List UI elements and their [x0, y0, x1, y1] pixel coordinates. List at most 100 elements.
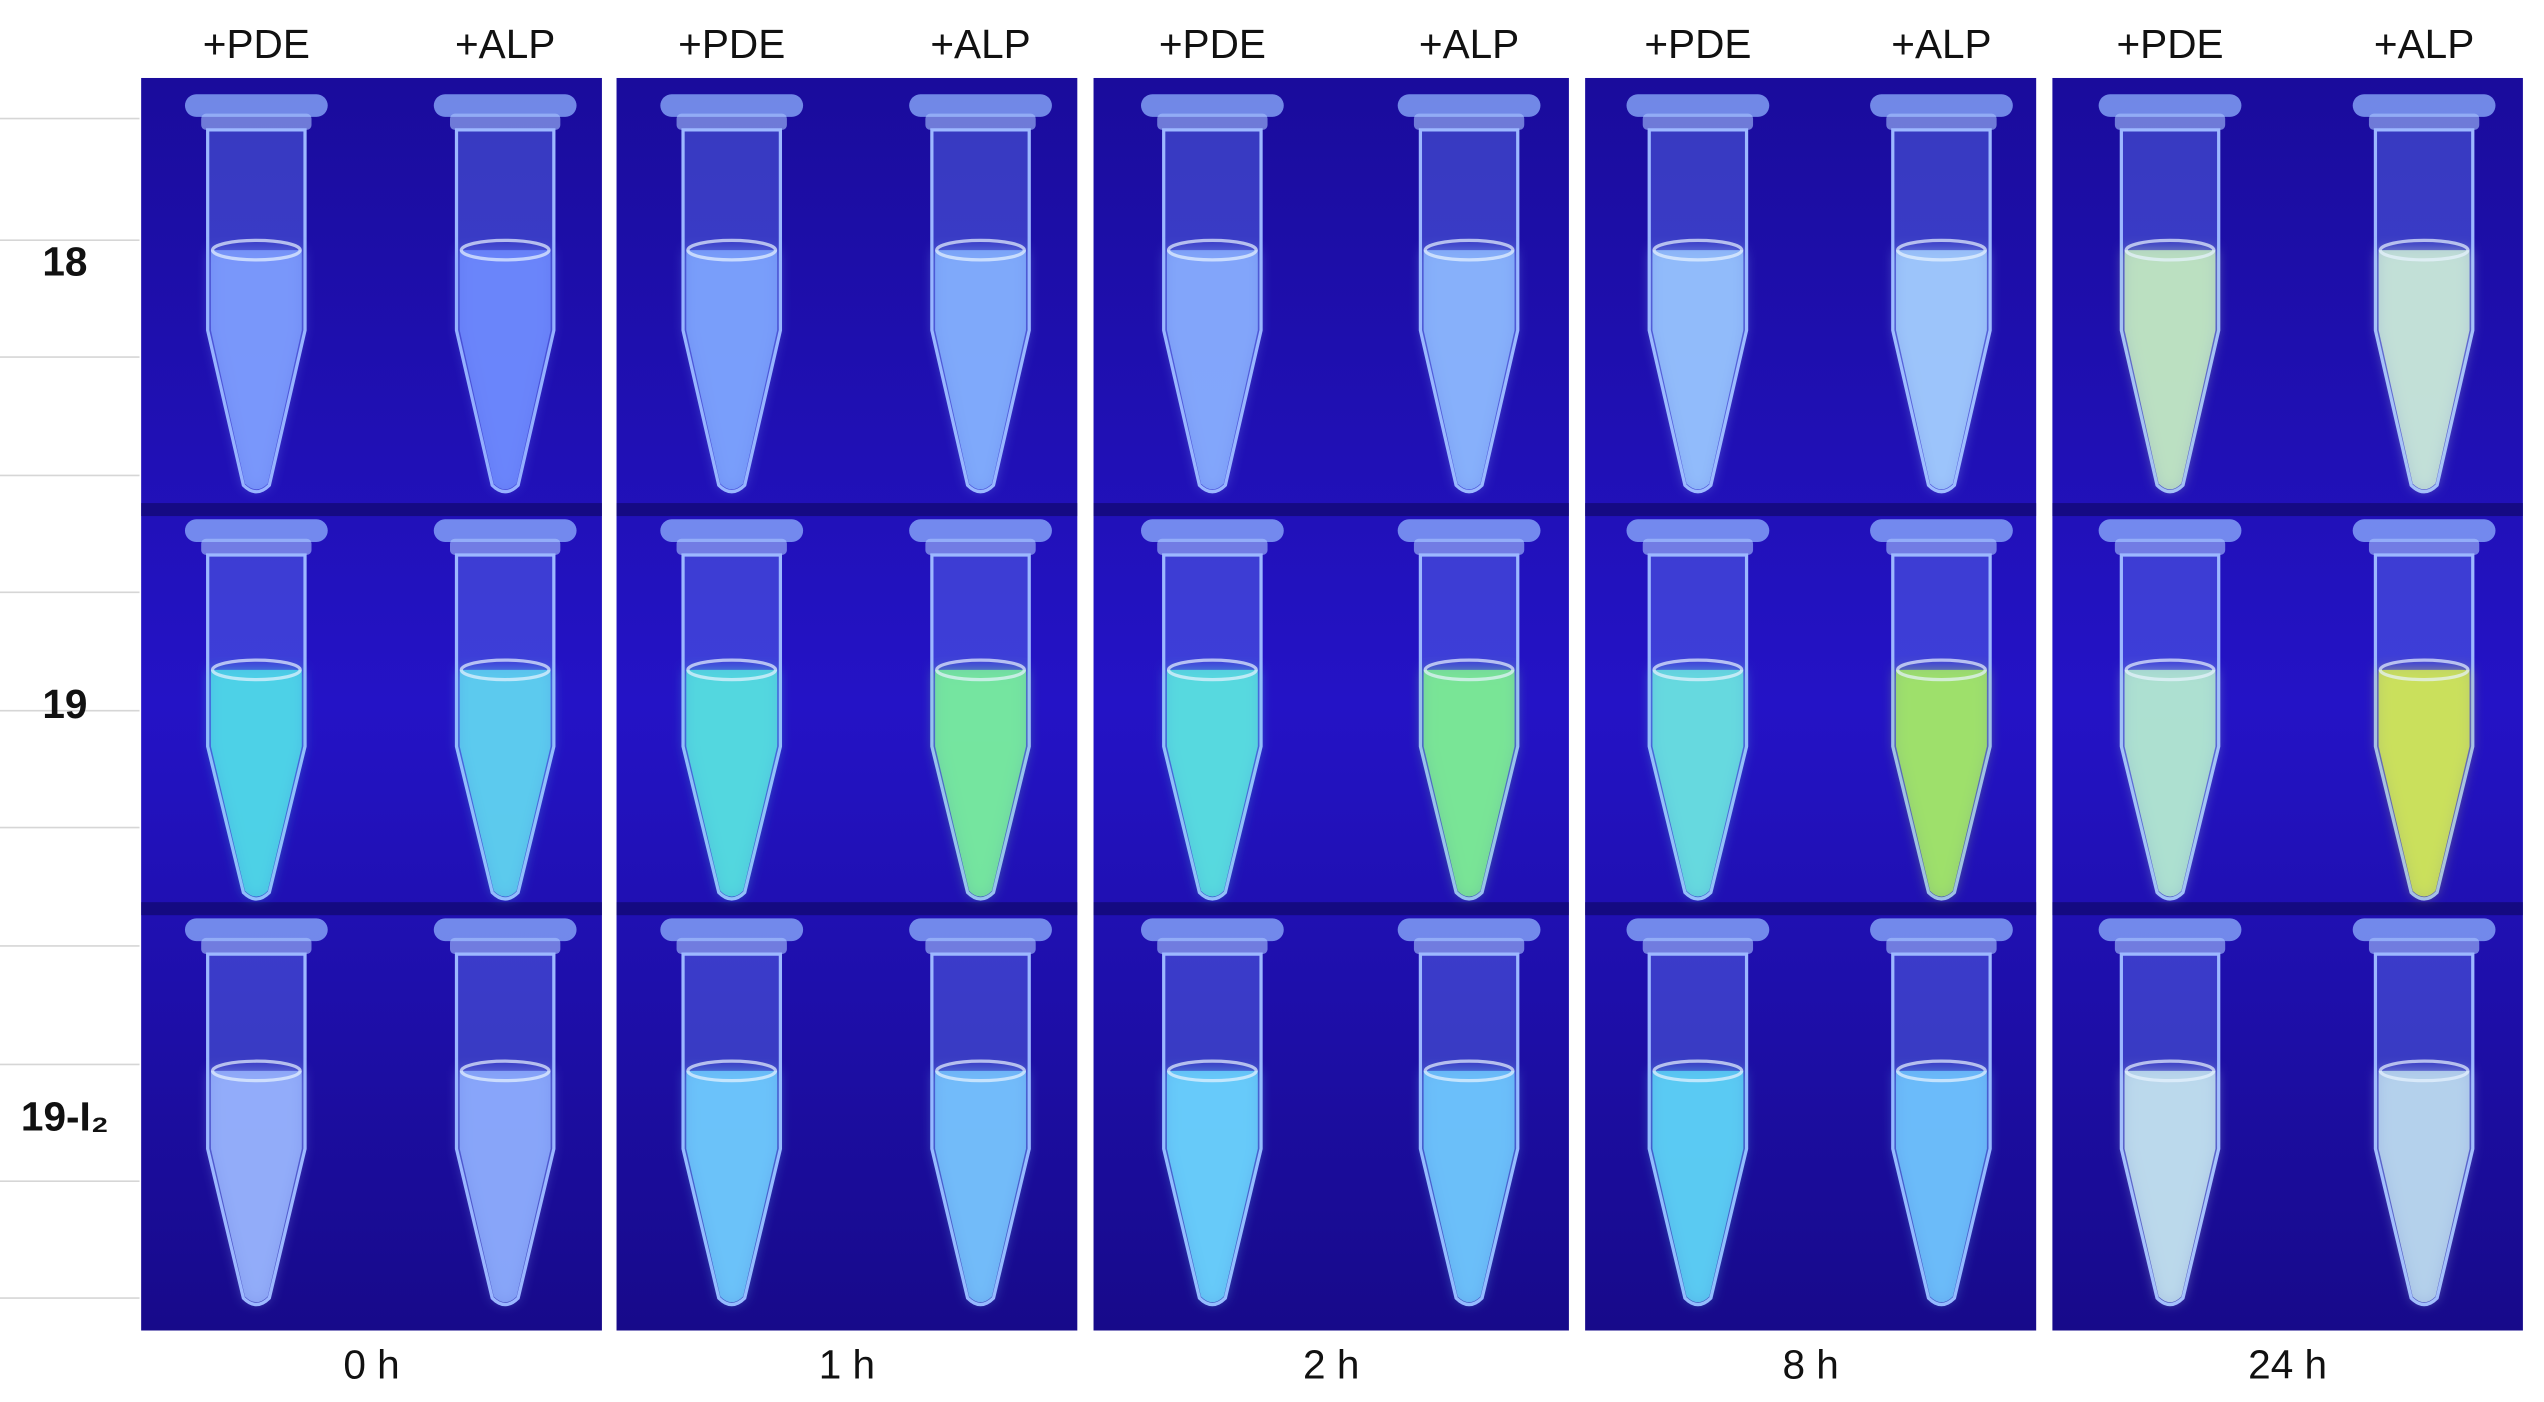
tube-rim: [925, 113, 1036, 130]
meniscus: [1652, 238, 1744, 262]
tube-cap: [1870, 519, 2013, 542]
time-label: 24 h: [2248, 1342, 2327, 1388]
tube-rim: [925, 538, 1036, 555]
tube-cap: [909, 519, 1052, 542]
tube-cap: [1626, 519, 1770, 542]
tube-cap: [1626, 94, 1770, 117]
meniscus: [210, 658, 302, 682]
meniscus: [686, 1059, 778, 1083]
tube-liquid: [459, 1070, 551, 1303]
tube-liquid: [1423, 250, 1515, 490]
row-divider: [616, 503, 1078, 517]
tube-rim: [201, 113, 312, 130]
time-label: 1 h: [819, 1342, 875, 1388]
meniscus: [935, 1059, 1026, 1083]
row-divider: [1585, 503, 2037, 517]
tube-liquid: [459, 250, 551, 490]
row-divider: [1585, 902, 2037, 916]
tube-cap: [2352, 94, 2496, 117]
margin-lines: [0, 117, 140, 1299]
tube-cap: [660, 519, 804, 542]
row-divider: [1093, 503, 1569, 517]
meniscus: [1896, 238, 1987, 262]
tube-liquid: [210, 250, 302, 490]
tube-liquid: [2124, 1070, 2216, 1303]
meniscus: [2124, 238, 2216, 262]
tube-cap: [2098, 918, 2242, 942]
tube-liquid: [1652, 250, 1744, 490]
tube-liquid: [935, 1070, 1026, 1303]
tube-liquid: [1423, 669, 1515, 897]
tube-rim: [2114, 538, 2226, 555]
tube-cap: [1626, 918, 1770, 942]
row-divider: [1093, 902, 1569, 916]
row-divider: [2052, 902, 2523, 916]
tube-liquid: [935, 669, 1026, 897]
tube-liquid: [2378, 669, 2470, 897]
tube-cap: [2098, 94, 2242, 117]
tube-cap: [1397, 94, 1541, 117]
meniscus: [1166, 658, 1258, 682]
tube-cap: [909, 918, 1052, 942]
meniscus: [459, 238, 551, 262]
tube-cap: [660, 94, 804, 117]
tube-rim: [1886, 937, 1997, 955]
tube-liquid: [1166, 669, 1258, 897]
column-header: +ALP: [1891, 21, 1991, 67]
meniscus: [1652, 658, 1744, 682]
tube-cap: [1870, 918, 2013, 942]
time-label: 2 h: [1303, 1342, 1359, 1388]
meniscus: [2124, 658, 2216, 682]
column-header: +ALP: [455, 21, 555, 67]
tube-rim: [1157, 113, 1268, 130]
tube-rim: [450, 113, 561, 130]
tube-rim: [1413, 937, 1525, 955]
meniscus: [1652, 1059, 1744, 1083]
tube-liquid: [1166, 1070, 1258, 1303]
tube-liquid: [1652, 669, 1744, 897]
tube-liquid: [686, 669, 778, 897]
tube-liquid: [210, 1070, 302, 1303]
meniscus: [2378, 1059, 2470, 1083]
tube-cap: [1870, 94, 2013, 117]
tube-rim: [2114, 937, 2226, 955]
tube-liquid: [1652, 1070, 1744, 1303]
meniscus: [2124, 1059, 2216, 1083]
tube-liquid: [459, 669, 551, 897]
tube-cap: [660, 918, 804, 942]
tube-rim: [1886, 538, 1997, 555]
tube-rim: [201, 937, 312, 955]
meniscus: [2378, 238, 2470, 262]
meniscus: [935, 238, 1026, 262]
tube-rim: [1157, 937, 1268, 955]
tube-liquid: [686, 250, 778, 490]
column-header: +PDE: [2116, 21, 2223, 67]
tube-cap: [1397, 918, 1541, 942]
tube-rim: [925, 937, 1036, 955]
tube-cap: [433, 94, 577, 117]
panel: [2052, 77, 2523, 1331]
tube-cap: [2352, 918, 2496, 942]
tube-liquid: [1896, 669, 1987, 897]
tube-rim: [1413, 538, 1525, 555]
meniscus: [210, 1059, 302, 1083]
tube-rim: [1642, 113, 1754, 130]
panel: [1093, 77, 1569, 1331]
tube-rim: [1157, 538, 1268, 555]
tube-rim: [676, 113, 787, 130]
tube-liquid: [2124, 669, 2216, 897]
column-header: +PDE: [203, 21, 310, 67]
tube-rim: [450, 538, 561, 555]
tube-cap: [2352, 519, 2496, 542]
row-divider: [2052, 503, 2523, 517]
column-header: +ALP: [930, 21, 1030, 67]
column-header: +PDE: [1159, 21, 1266, 67]
tube-cap: [184, 918, 328, 942]
tube-cap: [433, 519, 577, 542]
meniscus: [1166, 1059, 1258, 1083]
meniscus: [1166, 238, 1258, 262]
tube-liquid: [935, 250, 1026, 490]
meniscus: [935, 658, 1026, 682]
tube-rim: [1642, 937, 1754, 955]
